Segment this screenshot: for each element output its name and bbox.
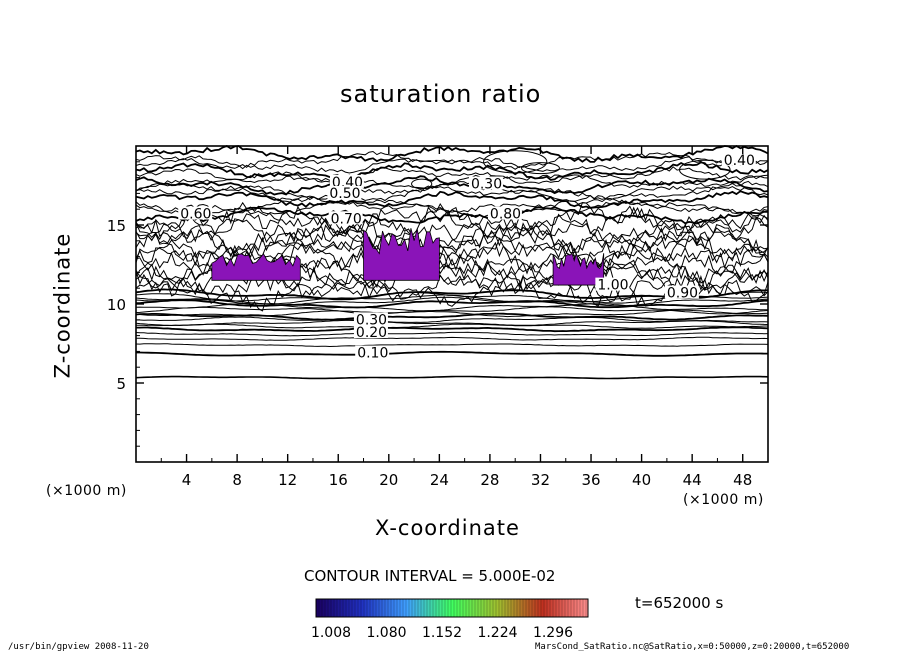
contour-line	[135, 306, 769, 315]
contour-label: 1.00	[597, 278, 628, 294]
contour-line	[135, 171, 769, 191]
contour-line	[135, 274, 769, 312]
contour-label: 0.20	[356, 325, 387, 341]
contour-labels: 0.100.200.300.400.500.60 0.70 0.800.901.00…	[178, 152, 756, 362]
contour-label: 0.90	[667, 286, 698, 302]
contour-line	[136, 299, 768, 309]
x-tick-label: 44	[683, 471, 702, 489]
x-tick-label: 36	[581, 471, 600, 489]
contour-label-bg	[353, 325, 388, 339]
contour-label-bg	[721, 152, 756, 166]
x-tick-label: 12	[278, 471, 297, 489]
contour-label-bg	[487, 206, 522, 220]
contour-line	[135, 331, 769, 337]
contour-line	[135, 265, 769, 305]
x-tick-label: 20	[379, 471, 398, 489]
contour-line	[135, 375, 769, 380]
contour-loop	[679, 159, 731, 180]
x-tick-label: 16	[329, 471, 348, 489]
contour-label: 0.50	[329, 186, 360, 202]
x-tick-label: 32	[531, 471, 550, 489]
colorbar-tick-label: 1.224	[477, 625, 517, 641]
colorbar-tick-label: 1.008	[311, 625, 351, 641]
contour-line	[135, 150, 769, 170]
contour-loop	[411, 178, 433, 190]
x-axis-label: X-coordinate	[375, 516, 520, 540]
contour-line	[136, 323, 768, 329]
contour-label-bg	[328, 211, 363, 225]
contour-line	[135, 186, 769, 205]
contour-interval: CONTOUR INTERVAL = 5.000E-02	[304, 567, 556, 585]
y-axis-unit: (×1000 m)	[46, 483, 127, 499]
contour-line	[135, 206, 769, 225]
colorbar-tick-label: 1.152	[422, 625, 462, 641]
x-tick-label: 24	[430, 471, 449, 489]
footer-left: /usr/bin/gpview 2008-11-20	[8, 642, 149, 652]
contour-line	[136, 336, 769, 341]
contour-label: 0.70	[331, 211, 362, 227]
chart-title: saturation ratio	[340, 80, 542, 108]
contour-line	[135, 190, 769, 209]
colorbar-tick-label: 1.296	[533, 625, 573, 641]
contour-line	[135, 161, 769, 181]
contour-line	[136, 326, 769, 333]
supersaturated-regions	[211, 228, 605, 286]
contour-line	[135, 296, 769, 307]
colorbar: 1.008 1.080 1.152 1.224 1.296	[311, 598, 589, 641]
contour-line	[135, 144, 769, 163]
contour-line	[135, 217, 769, 256]
y-tick-label: 10	[107, 296, 126, 314]
contour-label: 0.30	[471, 177, 502, 193]
supersaturated-region	[363, 228, 440, 281]
contour-label-bg	[355, 345, 390, 359]
supersaturated-region	[211, 253, 301, 281]
contour-label-bg	[595, 277, 630, 291]
contour-line	[135, 199, 769, 219]
colorbar-gradient	[315, 598, 589, 618]
x-tick-label: 8	[232, 471, 242, 489]
contour-label: 0.30	[356, 312, 387, 328]
y-tick-label: 5	[116, 375, 126, 393]
footer-right: MarsCond_SatRatio.nc@SatRatio,x=0:50000,…	[535, 642, 850, 652]
contour-lines	[135, 144, 769, 380]
contour-line	[136, 350, 768, 357]
contour-loop	[521, 162, 560, 175]
contour-label-bg	[329, 174, 364, 188]
colorbar-tick-label: 1.080	[366, 625, 406, 641]
contour-line	[135, 309, 769, 318]
time-label: t=652000 s	[635, 594, 724, 612]
contour-loop	[483, 150, 548, 174]
x-axis-unit: (×1000 m)	[683, 492, 764, 508]
contour-label-bg	[178, 206, 213, 220]
contour-line	[135, 343, 769, 348]
contour-label-bg	[664, 285, 699, 299]
contour-label: 0.80	[490, 207, 521, 223]
contour-label-bg	[327, 185, 362, 199]
supersaturated-region	[552, 252, 605, 286]
contour-line	[135, 205, 769, 245]
contour-line	[136, 316, 769, 323]
x-tick-label: 40	[632, 471, 651, 489]
contour-line	[135, 194, 769, 215]
contour-label: 0.40	[724, 153, 755, 169]
contour-line	[135, 155, 769, 174]
contour-label-bg	[353, 312, 388, 326]
x-tick-label: 4	[182, 471, 192, 489]
contour-label-bg	[468, 176, 503, 190]
contour-line	[135, 166, 769, 184]
x-tick-label: 28	[480, 471, 499, 489]
contour-label: 0.10	[357, 346, 388, 362]
y-axis-label: Z-coordinate	[50, 232, 75, 379]
contour-line	[135, 288, 769, 301]
contour-label: 0.60	[180, 207, 211, 223]
y-tick-label: 15	[107, 217, 126, 235]
x-tick-label: 48	[733, 471, 752, 489]
